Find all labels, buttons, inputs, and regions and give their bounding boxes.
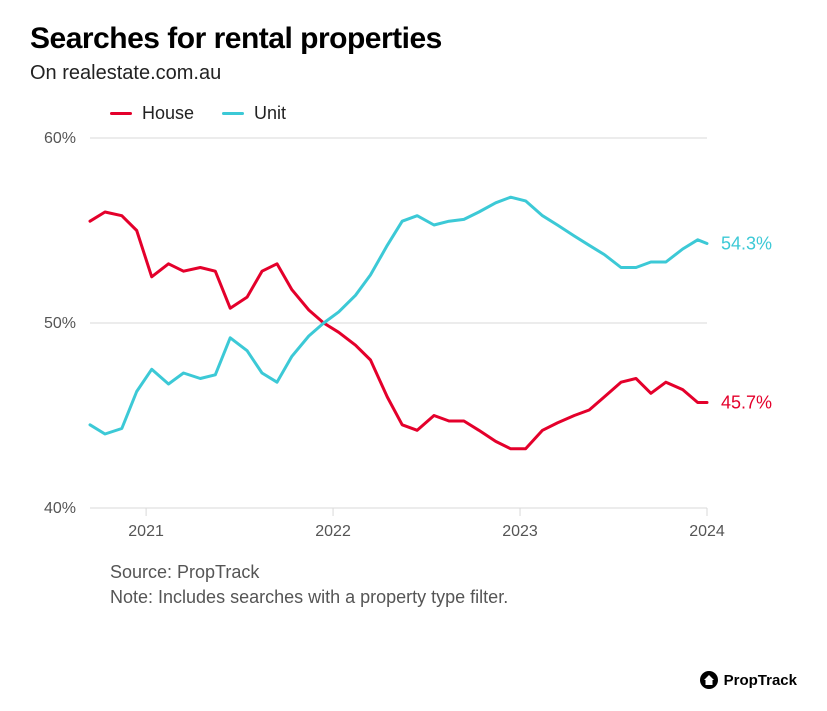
- legend-label-house: House: [142, 103, 194, 124]
- chart-page: Searches for rental properties On reales…: [0, 0, 827, 711]
- source-block: Source: PropTrack Note: Includes searche…: [110, 560, 797, 610]
- legend-swatch-house: [110, 112, 132, 115]
- series-line-house: [90, 212, 707, 449]
- x-axis-label: 2023: [502, 523, 538, 540]
- house-icon: [700, 671, 718, 689]
- chart-subtitle: On realestate.com.au: [30, 62, 797, 85]
- brand: PropTrack: [700, 671, 797, 689]
- brand-label: PropTrack: [724, 672, 797, 689]
- y-axis-label: 50%: [44, 315, 76, 332]
- x-axis-label: 2024: [689, 523, 725, 540]
- series-end-label-house: 45.7%: [721, 393, 772, 413]
- chart-title: Searches for rental properties: [30, 22, 797, 56]
- line-chart: 40% 50% 60% 2021 2022 2023 2024 45.7% 54.3%: [30, 128, 797, 548]
- legend-label-unit: Unit: [254, 103, 286, 124]
- y-axis-label: 60%: [44, 130, 76, 147]
- x-axis-label: 2022: [315, 523, 351, 540]
- legend-item-house: House: [110, 103, 194, 124]
- x-axis-label: 2021: [128, 523, 164, 540]
- legend-item-unit: Unit: [222, 103, 286, 124]
- legend: House Unit: [110, 103, 797, 124]
- series-end-label-unit: 54.3%: [721, 233, 772, 253]
- source-text: Source: PropTrack: [110, 560, 797, 585]
- y-axis-label: 40%: [44, 500, 76, 517]
- series-line-unit: [90, 197, 707, 434]
- legend-swatch-unit: [222, 112, 244, 115]
- note-text: Note: Includes searches with a property …: [110, 585, 797, 610]
